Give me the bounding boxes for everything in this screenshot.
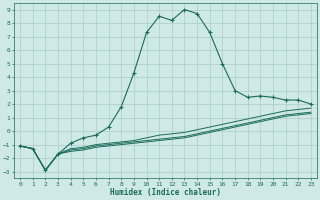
X-axis label: Humidex (Indice chaleur): Humidex (Indice chaleur) [110,188,221,197]
